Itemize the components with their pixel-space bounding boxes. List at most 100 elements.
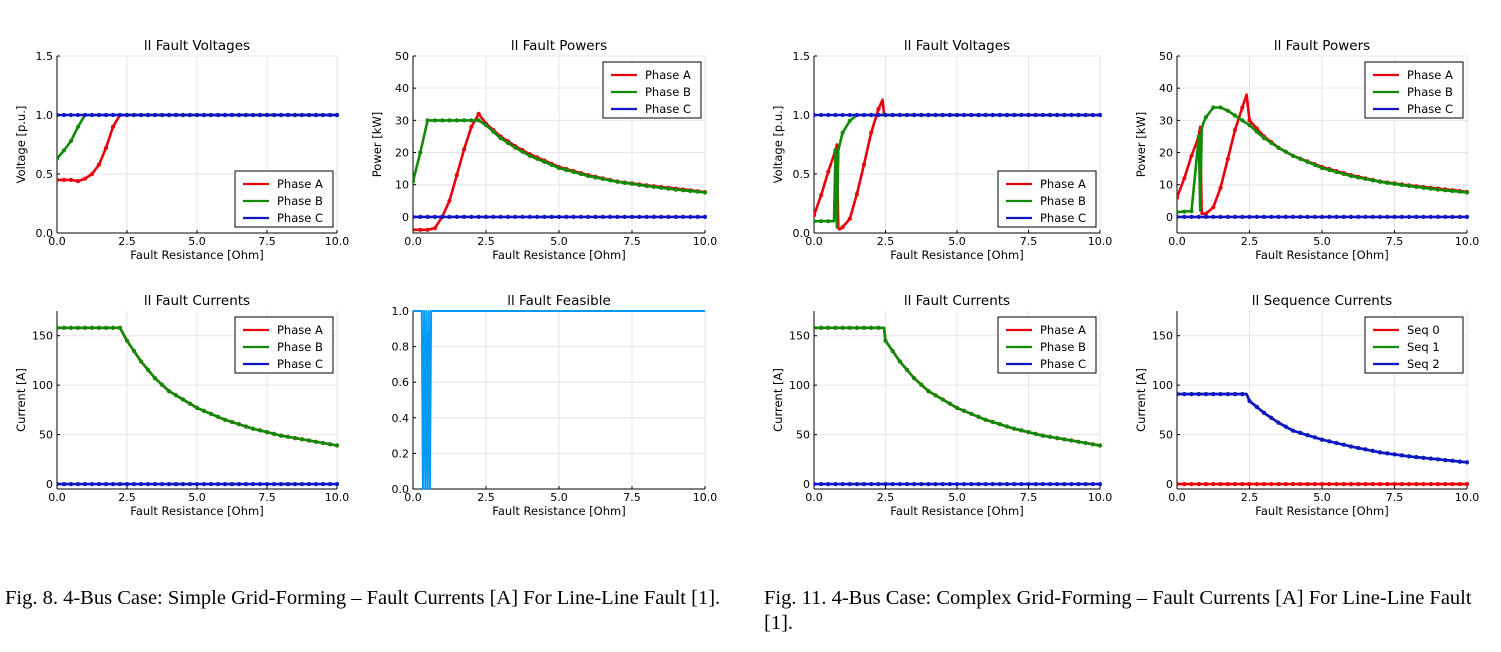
data-point (666, 186, 671, 191)
data-point (1327, 214, 1332, 219)
y-tick-label: 0.8 (392, 341, 410, 354)
data-point (215, 482, 221, 487)
data-point (250, 482, 256, 487)
y-axis-label: Current [A] (1134, 368, 1148, 432)
data-point (564, 167, 569, 173)
legend: Phase A Phase B Phase C (602, 61, 702, 119)
data-point (145, 112, 151, 118)
data-point (320, 482, 326, 487)
data-point (814, 213, 817, 218)
legend: Seq 0 Seq 1 Seq 2 (1364, 316, 1464, 374)
data-point (1033, 431, 1038, 436)
data-point (334, 112, 339, 118)
y-tick-label: 0.0 (392, 483, 410, 496)
data-point (651, 184, 657, 189)
data-point (876, 482, 881, 487)
legend: Phase A Phase B Phase C (997, 170, 1097, 228)
x-tick-label: 2.5 (877, 235, 895, 248)
data-point (1203, 211, 1209, 216)
data-point (586, 173, 591, 179)
data-point (1225, 156, 1230, 162)
data-point (166, 112, 172, 118)
data-point (1348, 173, 1354, 179)
data-point (187, 401, 193, 406)
data-point (933, 112, 938, 118)
data-point (883, 482, 888, 487)
data-point (833, 148, 838, 153)
data-point (1428, 482, 1433, 487)
data-point (1225, 214, 1230, 219)
y-tick-label: 20 (1159, 147, 1173, 160)
y-tick-label: 0 (803, 478, 810, 491)
data-point (1377, 450, 1383, 455)
legend-label: Phase A (1407, 68, 1453, 82)
data-point (1435, 482, 1441, 487)
data-point (819, 219, 824, 224)
data-point (306, 438, 312, 443)
data-point (208, 482, 214, 487)
data-point (926, 112, 931, 118)
data-point (68, 177, 74, 182)
y-axis-label: Current [A] (771, 368, 785, 432)
data-point (688, 214, 693, 219)
data-point (334, 443, 339, 448)
x-tick-label: 5.0 (188, 491, 206, 504)
data-point (476, 111, 481, 116)
data-point (469, 214, 474, 219)
data-point (1062, 112, 1067, 118)
data-point (1076, 112, 1081, 118)
y-tick-label: 30 (1159, 114, 1173, 127)
data-point (82, 176, 88, 181)
data-point (57, 482, 60, 487)
data-point (194, 405, 200, 410)
y-tick-label: 0.0 (793, 227, 811, 240)
data-point (600, 176, 605, 181)
y-tick-label: 0 (1166, 211, 1173, 224)
data-point (271, 482, 277, 487)
data-point (1097, 112, 1102, 118)
data-point (418, 227, 423, 232)
chart-panel-6: 0.0 2.5 5.0 7.5 10.0 0.0 0.2 0.4 0.6 0.8 1.0 ll Fau… (392, 293, 718, 518)
data-point (187, 482, 193, 487)
data-point (299, 112, 305, 118)
data-point (847, 112, 852, 118)
data-point (1435, 214, 1441, 219)
data-point (622, 214, 627, 219)
data-point (1356, 482, 1361, 487)
data-point (264, 482, 270, 487)
data-point (840, 225, 845, 230)
x-axis-label: Fault Resistance [Ohm] (130, 504, 263, 518)
data-point (673, 214, 678, 219)
caption-text-left: Fig. 8. 4-Bus Case: Simple Grid-Forming … (5, 587, 721, 609)
data-point (854, 112, 860, 118)
data-point (103, 145, 109, 151)
chart-title: ll Fault Voltages (144, 38, 250, 54)
series-group (413, 310, 705, 490)
data-point (61, 177, 67, 182)
data-point (819, 193, 824, 198)
data-point (833, 112, 838, 118)
data-point (969, 112, 974, 118)
data-point (1443, 214, 1448, 219)
data-point (962, 112, 967, 118)
data-point (1269, 482, 1274, 487)
x-tick-label: 5.0 (948, 491, 966, 504)
data-point (976, 482, 981, 487)
x-tick-label: 2.5 (877, 491, 895, 504)
data-point (1421, 455, 1426, 460)
data-point (833, 325, 838, 330)
data-point (1211, 482, 1216, 487)
data-point (1026, 482, 1031, 487)
data-point (1428, 186, 1433, 191)
data-point (243, 482, 249, 487)
x-tick-label: 2.5 (118, 491, 136, 504)
data-point (912, 482, 917, 487)
data-point (1177, 210, 1180, 215)
data-point (278, 433, 284, 438)
data-point (976, 112, 981, 118)
data-point (1399, 214, 1404, 219)
data-point (847, 216, 852, 221)
data-point (1019, 482, 1024, 487)
data-point (644, 183, 649, 189)
data-point (306, 112, 312, 118)
